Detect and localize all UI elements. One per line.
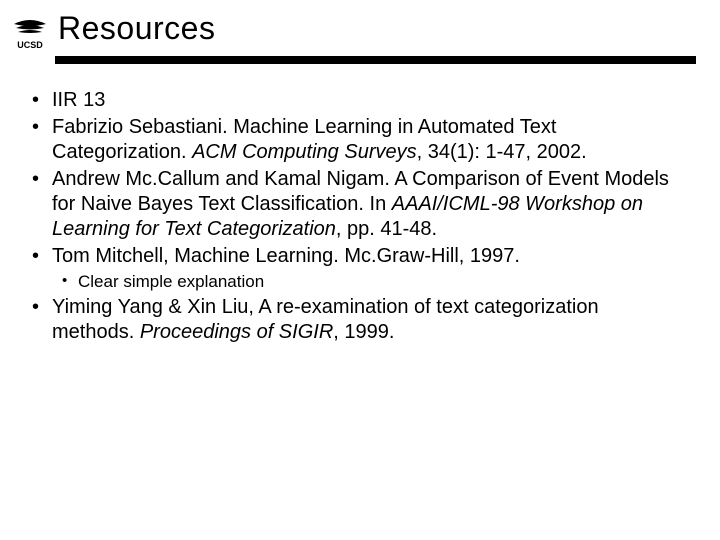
- bullet-item: IIR 13: [24, 88, 684, 113]
- bullet-item: Andrew Mc.Callum and Kamal Nigam. A Comp…: [24, 167, 684, 242]
- bullet-item: Yiming Yang & Xin Liu, A re-examination …: [24, 295, 684, 345]
- slide-body: IIR 13 Fabrizio Sebastiani. Machine Learn…: [0, 64, 720, 345]
- ucsd-logo: UCSD: [10, 14, 50, 54]
- bullet-text-italic: ACM Computing Surveys: [192, 141, 417, 163]
- sub-bullet-item: Clear simple explanation: [52, 271, 684, 293]
- bullet-text-post: , pp. 41-48.: [336, 218, 437, 240]
- bullet-text-pre: IIR 13: [52, 89, 105, 111]
- bullet-item: Tom Mitchell, Machine Learning. Mc.Graw-…: [24, 244, 684, 293]
- bullet-text-post: , 34(1): 1-47, 2002.: [417, 141, 587, 163]
- title-rule: [55, 56, 696, 64]
- bullet-text-post: , 1999.: [333, 321, 394, 343]
- bullet-text-italic: Proceedings of SIGIR: [140, 321, 333, 343]
- bullet-text-pre: Tom Mitchell, Machine Learning. Mc.Graw-…: [52, 245, 520, 267]
- logo-text: UCSD: [17, 40, 43, 50]
- slide-title: Resources: [58, 10, 215, 47]
- bullet-item: Fabrizio Sebastiani. Machine Learning in…: [24, 115, 684, 165]
